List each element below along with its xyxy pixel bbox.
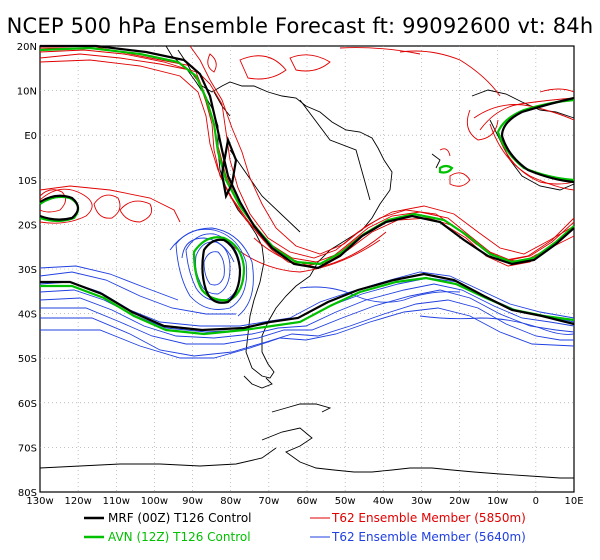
lat-label: E0 [24, 131, 37, 142]
mrf-control-contours [39, 44, 575, 332]
lon-label: 80w [220, 496, 241, 507]
lon-label: 40w [373, 496, 394, 507]
legend-label-blue: T62 Ensemble Member (5640m) [331, 530, 526, 544]
lat-label: 20S [18, 220, 37, 231]
lat-label: 50S [18, 354, 37, 365]
lat-label: 40S [18, 310, 37, 321]
grid-lines [40, 46, 574, 492]
lon-label: 120w [65, 496, 92, 507]
lon-label: 50w [335, 496, 356, 507]
lat-label: 10S [18, 176, 37, 187]
lon-label: 130w [26, 496, 53, 507]
latitude-labels: 20N 10N E0 10S 20S 30S 40S 50S 60S 70S 80S [17, 42, 37, 499]
lat-label: 20N [17, 42, 37, 53]
lat-label: 30S [18, 265, 37, 276]
lon-label: 90w [182, 496, 203, 507]
longitude-labels: 130w 120w 110w 100w 90w 80w 70w 60w 50w 40w 30w 20w… [26, 496, 583, 507]
lon-label: 100w [141, 496, 168, 507]
lon-label: 10w [487, 496, 508, 507]
lon-label: 20w [449, 496, 470, 507]
legend-label-mrf: MRF (00Z) T126 Control [108, 511, 252, 525]
lat-label: 70S [18, 443, 37, 454]
legend-label-red: T62 Ensemble Member (5850m) [331, 511, 526, 525]
coastlines [39, 45, 575, 479]
legend: MRF (00Z) T126 Control AVN (12Z) T126 Co… [84, 511, 526, 544]
lat-label: 80S [18, 488, 37, 499]
lon-label: 0 [533, 496, 539, 507]
lon-label: 70w [258, 496, 279, 507]
lat-label: 10N [17, 87, 37, 98]
lon-label: 110w [103, 496, 130, 507]
lon-label: 60w [297, 496, 318, 507]
lon-label: 30w [411, 496, 432, 507]
legend-label-avn: AVN (12Z) T126 Control [108, 530, 251, 544]
map-title: NCEP 500 hPa Ensemble Forecast ft: 99092… [6, 14, 594, 38]
lon-label: 10E [564, 496, 583, 507]
lat-label: 60S [18, 399, 37, 410]
